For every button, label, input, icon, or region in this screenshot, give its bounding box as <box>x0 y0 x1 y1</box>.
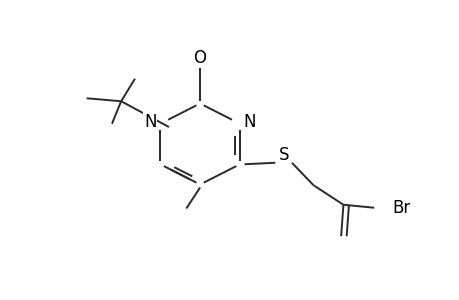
Text: N: N <box>243 113 256 131</box>
Text: O: O <box>193 50 206 68</box>
Text: N: N <box>144 113 156 131</box>
Text: S: S <box>278 146 289 164</box>
Text: Br: Br <box>392 199 410 217</box>
